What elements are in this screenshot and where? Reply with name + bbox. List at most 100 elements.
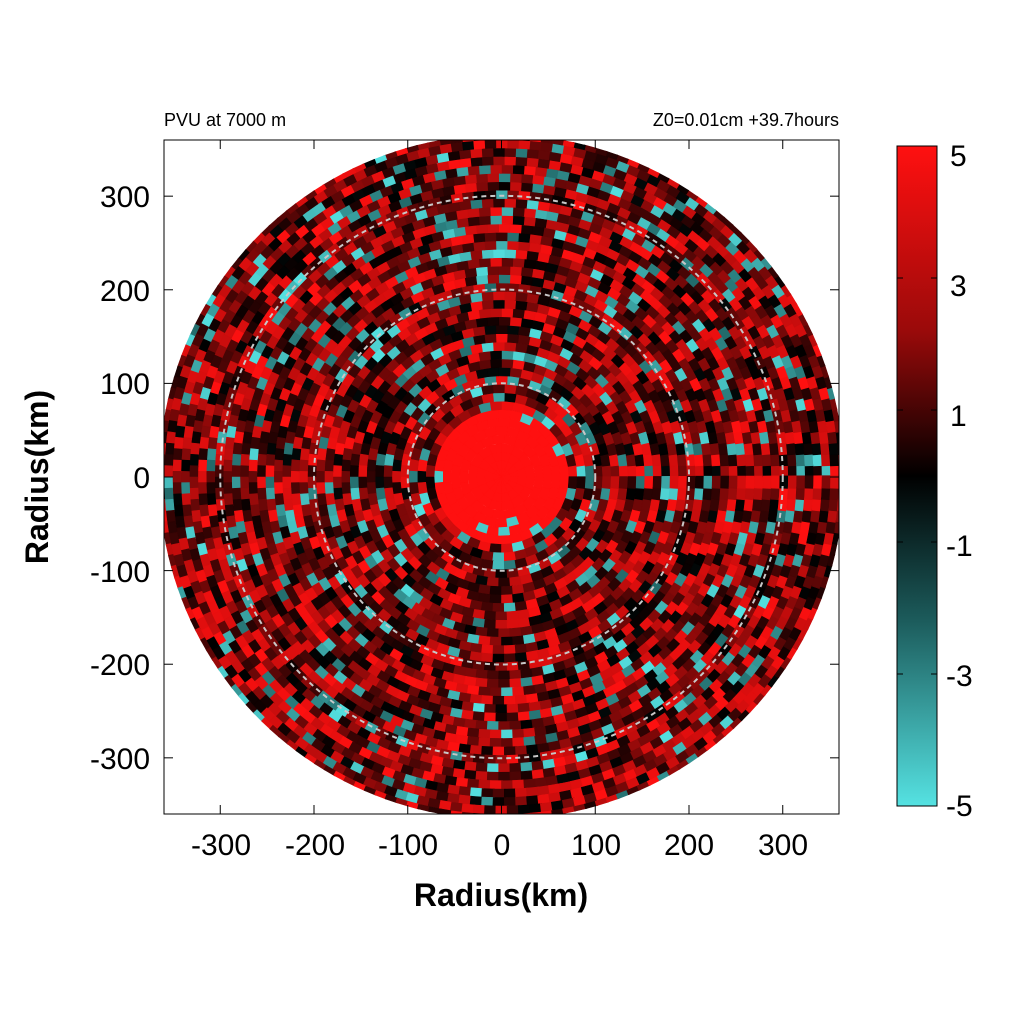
- heatmap-cell: [485, 172, 500, 183]
- heatmap-cell: [492, 695, 506, 706]
- heatmap-cell: [483, 619, 497, 630]
- heatmap-cell: [745, 464, 755, 478]
- heatmap-cell: [753, 464, 764, 478]
- heatmap-cell: [618, 476, 629, 490]
- heatmap-cell: [503, 392, 517, 403]
- heatmap-cell: [527, 140, 541, 143]
- heatmap-cell: [478, 728, 492, 739]
- heatmap-cell: [469, 744, 484, 756]
- heatmap-cell: [601, 476, 612, 490]
- heatmap-cell: [495, 712, 509, 722]
- heatmap-cell: [497, 417, 511, 428]
- heatmap-cell: [635, 464, 646, 478]
- heatmap-cell: [737, 464, 747, 478]
- heatmap-cell: [838, 475, 839, 489]
- heatmap-cell: [483, 240, 497, 251]
- heatmap-cell: [197, 470, 207, 485]
- heatmap-cell: [484, 805, 498, 814]
- heatmap-cell: [324, 482, 334, 496]
- heatmap-cell: [503, 746, 518, 756]
- heatmap-cell: [492, 653, 506, 663]
- heatmap-cell: [502, 147, 517, 158]
- heatmap-cell: [248, 459, 258, 473]
- heatmap-cell: [512, 728, 526, 739]
- heatmap-cell: [642, 487, 654, 501]
- heatmap-cell: [769, 497, 780, 512]
- heatmap-cell: [281, 476, 292, 490]
- heatmap-cell: [503, 299, 517, 310]
- heatmap-cell: [513, 147, 528, 158]
- heatmap-cell: [576, 476, 587, 490]
- heatmap-cell: [489, 585, 503, 596]
- heatmap-cell: [492, 746, 506, 756]
- heatmap-cell: [482, 232, 497, 242]
- heatmap-cell: [514, 299, 528, 311]
- heatmap-cell: [761, 486, 772, 501]
- heatmap-cell: [497, 223, 511, 233]
- heatmap-cell: [795, 486, 806, 501]
- heatmap-cell: [498, 771, 512, 782]
- heatmap-cell: [494, 240, 508, 250]
- heatmap-cell: [214, 465, 224, 479]
- heatmap-cell: [501, 594, 515, 604]
- heatmap-cell: [256, 476, 266, 490]
- heatmap-cell: [475, 669, 489, 680]
- heatmap-cell: [480, 248, 494, 259]
- heatmap-cell: [495, 805, 509, 814]
- heatmap-cell: [489, 543, 503, 554]
- heatmap-cell: [491, 341, 505, 352]
- heatmap-cell: [567, 464, 578, 478]
- heatmap-cell: [265, 453, 276, 468]
- heatmap-cell: [484, 813, 492, 814]
- heatmap-cell: [298, 470, 308, 484]
- colorbar-tick-label: 1: [950, 400, 967, 433]
- heatmap-cell: [500, 206, 514, 217]
- heatmap-cell: [503, 695, 518, 706]
- heatmap-cell: [488, 164, 502, 174]
- heatmap-cell: [710, 486, 721, 501]
- heatmap-cell: [702, 486, 713, 501]
- heatmap-cell: [509, 627, 523, 638]
- heatmap-cell: [830, 475, 839, 489]
- heatmap-cell: [513, 156, 528, 167]
- heatmap-cell: [324, 470, 334, 484]
- heatmap-cell: [676, 486, 688, 501]
- y-tick-label: 300: [100, 181, 150, 214]
- pv-heatmap-field: [164, 135, 839, 814]
- heatmap-cell: [486, 367, 500, 378]
- heatmap-cell: [506, 619, 520, 630]
- heatmap-cell: [478, 686, 492, 697]
- heatmap-cell: [497, 181, 511, 191]
- heatmap-cell: [559, 476, 570, 490]
- heatmap-cell: [502, 156, 517, 166]
- heatmap-cell: [340, 482, 351, 496]
- heatmap-cell: [469, 693, 484, 705]
- heatmap-cell: [489, 780, 503, 790]
- heatmap-cell: [256, 465, 266, 479]
- heatmap-cell: [506, 610, 520, 621]
- y-axis-title: Radius(km): [19, 390, 55, 564]
- heatmap-cell: [501, 687, 515, 697]
- heatmap-cell: [434, 470, 443, 484]
- heatmap-cell: [495, 755, 509, 765]
- heatmap-cell: [281, 465, 292, 479]
- heatmap-cell: [495, 135, 508, 140]
- heatmap-cell: [475, 770, 490, 781]
- heatmap-cell: [486, 670, 500, 680]
- heatmap-cell: [481, 796, 495, 807]
- heatmap-cell: [197, 448, 208, 462]
- heatmap-cell: [813, 475, 823, 489]
- heatmap-cell: [164, 453, 174, 468]
- heatmap-cell: [737, 475, 747, 489]
- heatmap-cell: [486, 763, 501, 773]
- heatmap-cell: [651, 487, 662, 501]
- heatmap-cell: [491, 392, 505, 402]
- heatmap-cell: [762, 475, 772, 489]
- heatmap-cell: [787, 486, 797, 501]
- heatmap-cell: [340, 459, 351, 473]
- heatmap-cell: [462, 811, 476, 814]
- heatmap-cell: [492, 788, 506, 798]
- heatmap-cell: [787, 464, 798, 478]
- heatmap-cell: [796, 475, 806, 489]
- heatmap-cell: [248, 448, 259, 462]
